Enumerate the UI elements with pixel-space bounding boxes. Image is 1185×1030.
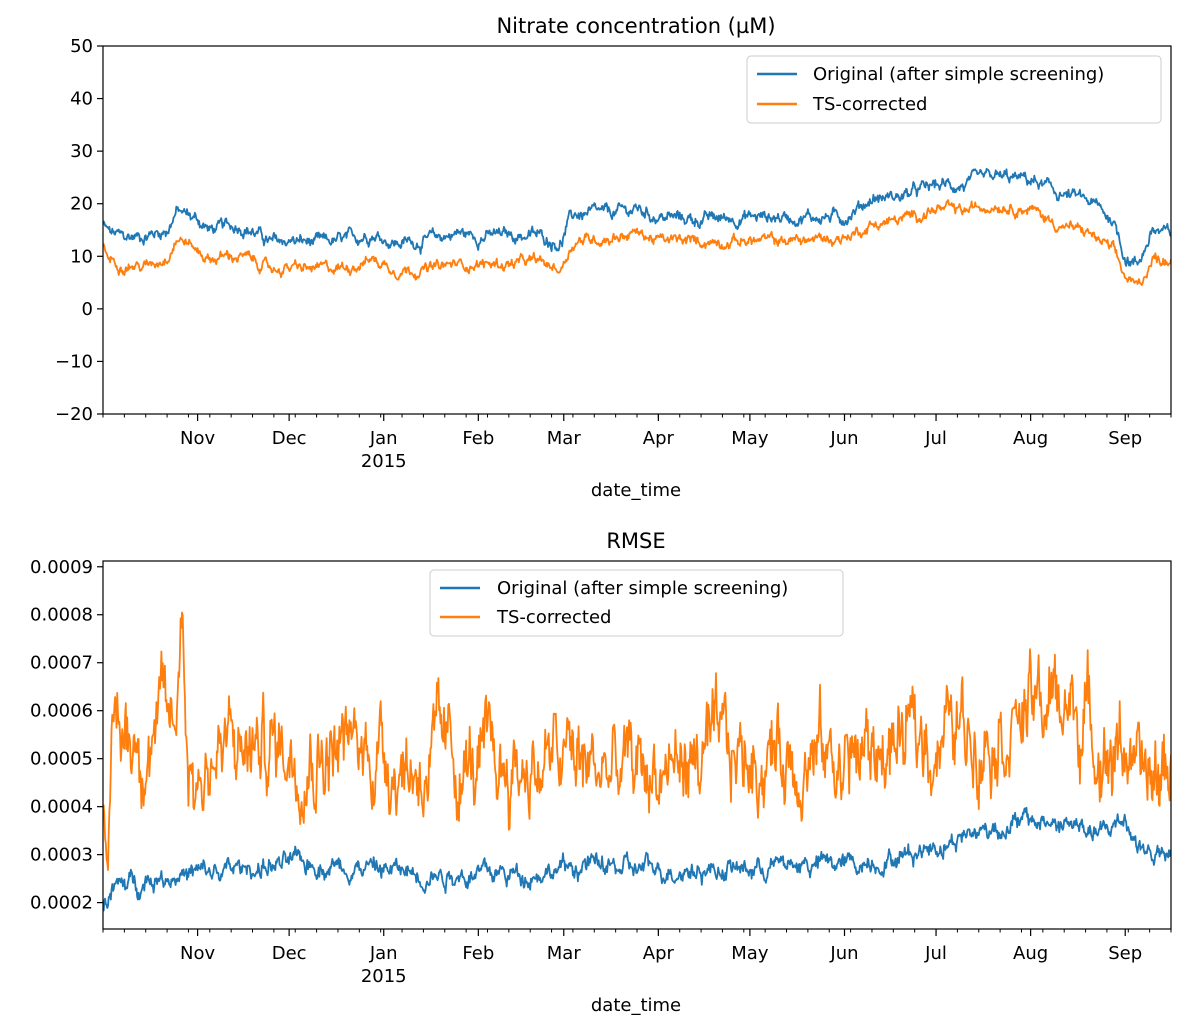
chart-title: Nitrate concentration (µM) (496, 14, 775, 38)
x-tick-label: Mar (547, 428, 582, 449)
y-tick-label: 50 (70, 36, 93, 57)
x-tick-label: Dec (272, 943, 307, 964)
legend-label-original: Original (after simple screening) (813, 64, 1104, 85)
x-tick-label: Feb (462, 428, 494, 449)
x-axis-label: date_time (591, 480, 681, 501)
series-line-original (103, 167, 1171, 267)
x-tick-label: Jan (369, 428, 398, 449)
plot-area (103, 611, 1171, 912)
y-tick-label: −10 (55, 351, 93, 372)
axes-frame (102, 560, 1172, 930)
legend-label-ts-corrected: TS-corrected (496, 607, 611, 628)
plot-area (103, 167, 1171, 287)
x-tick-label: Aug (1013, 428, 1048, 449)
x-tick-label: Dec (272, 428, 307, 449)
y-tick-label: 0.0004 (30, 797, 93, 818)
legend-label-ts-corrected: TS-corrected (812, 94, 927, 115)
y-tick-label: 0.0002 (30, 893, 93, 914)
x-tick-label: Jun (829, 943, 858, 964)
y-tick-label: 0.0008 (30, 605, 93, 626)
x-tick-label: Sep (1108, 943, 1142, 964)
y-tick-label: −20 (55, 404, 93, 425)
y-axis-ticks: 0.0002 0.0003 0.0004 0.0005 0.0006 0.0007 0.00… (30, 557, 103, 914)
y-tick-label: 30 (70, 141, 93, 162)
y-tick-label: 0.0005 (30, 749, 93, 770)
chart-rmse: RMSE 0.00020.00030.00040.00050.00060.000… (30, 529, 1172, 1016)
legend: Original (after simple screening) TS-cor… (429, 569, 844, 637)
y-axis-ticks: −20 −10 0 10 20 30 40 50 (55, 36, 103, 425)
series-line-ts-corrected (103, 611, 1171, 871)
y-tick-label: 0.0003 (30, 845, 93, 866)
x-tick-label: May (731, 943, 769, 964)
legend-box (746, 55, 1162, 124)
x-tick-label: Apr (643, 943, 675, 964)
x-tick-label: Mar (547, 943, 582, 964)
x-tick-sublabel: 2015 (361, 451, 407, 472)
x-tick-sublabel: 2015 (361, 966, 407, 987)
chart-nitrate: Nitrate concentration (µM) −20 −10 0 10 20 30… (55, 14, 1172, 501)
x-tick-label: Nov (180, 943, 215, 964)
y-tick-label: 0 (82, 299, 93, 320)
legend-label-original: Original (after simple screening) (497, 578, 788, 599)
x-axis-label: date_time (591, 995, 681, 1016)
chart-title: RMSE (606, 529, 665, 553)
x-tick-label: Jul (924, 428, 947, 449)
x-tick-label: Jun (829, 428, 858, 449)
x-tick-label: Nov (180, 428, 215, 449)
x-tick-label: Jul (924, 943, 947, 964)
axes-frame (102, 45, 1172, 415)
x-tick-label: Apr (643, 428, 675, 449)
y-tick-label: 0.0007 (30, 653, 93, 674)
legend: Original (after simple screening) TS-cor… (746, 55, 1162, 124)
x-tick-label: Jan (369, 943, 398, 964)
y-tick-label: 40 (70, 89, 93, 110)
y-tick-label: 20 (70, 194, 93, 215)
legend-box (429, 569, 844, 637)
series-line-original (103, 806, 1171, 912)
x-tick-label: May (731, 428, 769, 449)
series-line-ts-corrected (103, 199, 1171, 287)
y-tick-label: 10 (70, 246, 93, 267)
x-tick-label: Aug (1013, 943, 1048, 964)
y-tick-label: 0.0006 (30, 701, 93, 722)
x-tick-label: Feb (462, 943, 494, 964)
y-tick-label: 0.0009 (30, 557, 93, 578)
x-tick-label: Sep (1108, 428, 1142, 449)
